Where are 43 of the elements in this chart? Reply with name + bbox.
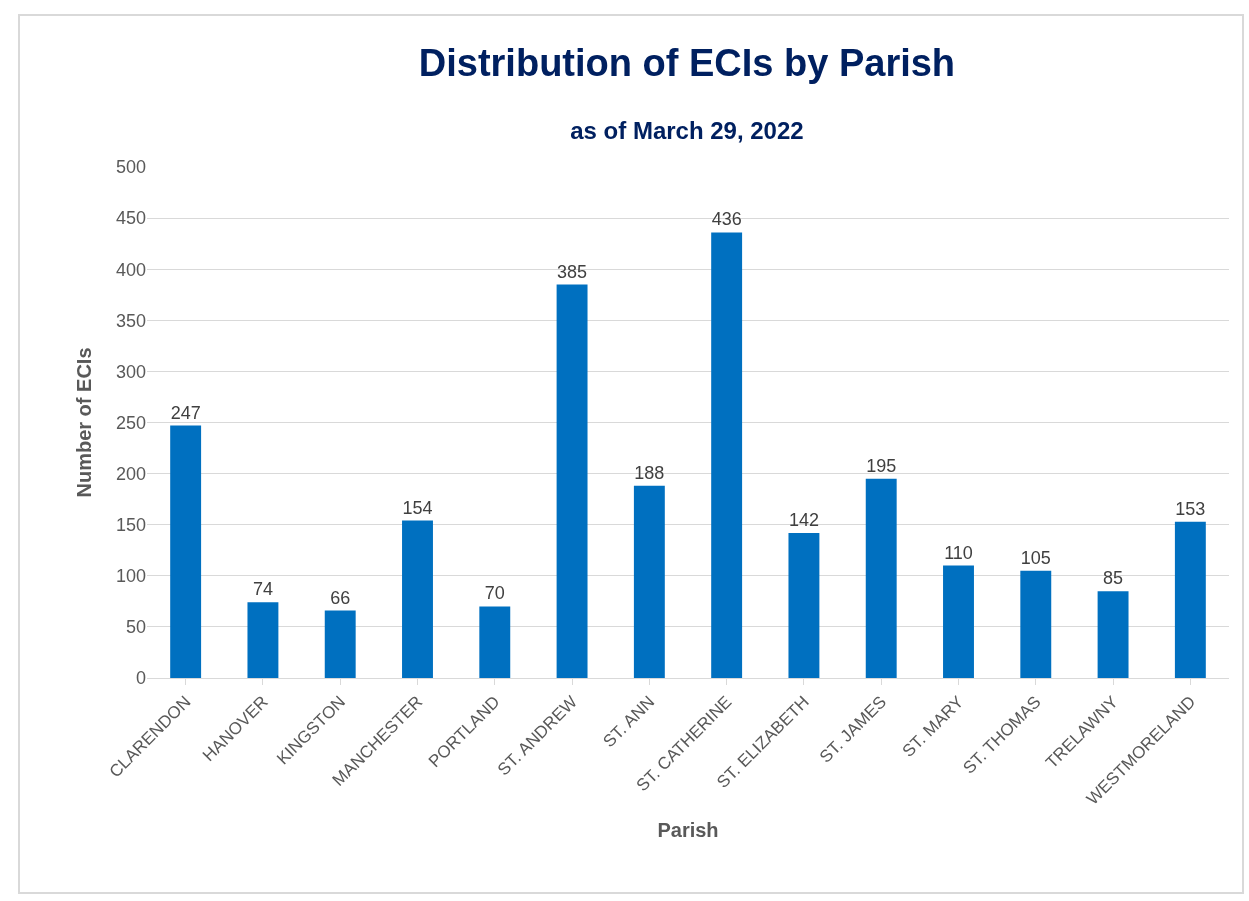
y-tick-label: 450 [115, 208, 146, 229]
bar [865, 478, 897, 678]
y-tick-label: 400 [115, 259, 146, 280]
y-tick-label: 150 [115, 515, 146, 535]
bar [402, 520, 433, 678]
chart-subtitle: as of March 29, 2022 [570, 117, 804, 145]
data-label: 105 [1020, 547, 1051, 568]
bar [1174, 521, 1206, 678]
y-tick-label: 0 [135, 668, 146, 689]
y-tick-label: 200 [115, 463, 146, 484]
y-tick-label: 250 [115, 412, 146, 433]
data-label: 247 [170, 402, 201, 423]
data-label: 153 [1175, 498, 1206, 519]
bar [1097, 591, 1129, 678]
bar [479, 606, 511, 678]
data-label: 436 [711, 209, 742, 230]
bar [556, 284, 588, 678]
bar [170, 425, 202, 678]
bar [247, 602, 279, 678]
data-label: 66 [330, 587, 351, 608]
y-tick-label: 300 [115, 361, 146, 382]
y-tick-label: 50 [125, 617, 146, 638]
data-label: 154 [402, 497, 433, 518]
data-label: 142 [788, 509, 819, 530]
y-tick-label: 500 [115, 157, 146, 178]
data-label: 385 [557, 261, 588, 282]
bar [633, 485, 665, 678]
data-label: 195 [866, 455, 897, 476]
bar [324, 610, 356, 678]
data-label: 70 [484, 583, 505, 604]
y-tick-label: 350 [115, 310, 146, 331]
data-label: 74 [252, 579, 273, 600]
bar [711, 232, 743, 678]
y-axis-title: Number of ECIs [73, 347, 96, 498]
data-label: 188 [634, 462, 665, 483]
chart-title: Distribution of ECIs by Parish [418, 42, 956, 85]
bar [788, 532, 820, 678]
data-label: 85 [1103, 568, 1124, 589]
x-axis-title: Parish [657, 819, 719, 842]
y-tick-label: 100 [115, 566, 146, 587]
bar [1020, 570, 1052, 678]
data-label: 110 [944, 542, 973, 563]
bar [943, 565, 974, 678]
